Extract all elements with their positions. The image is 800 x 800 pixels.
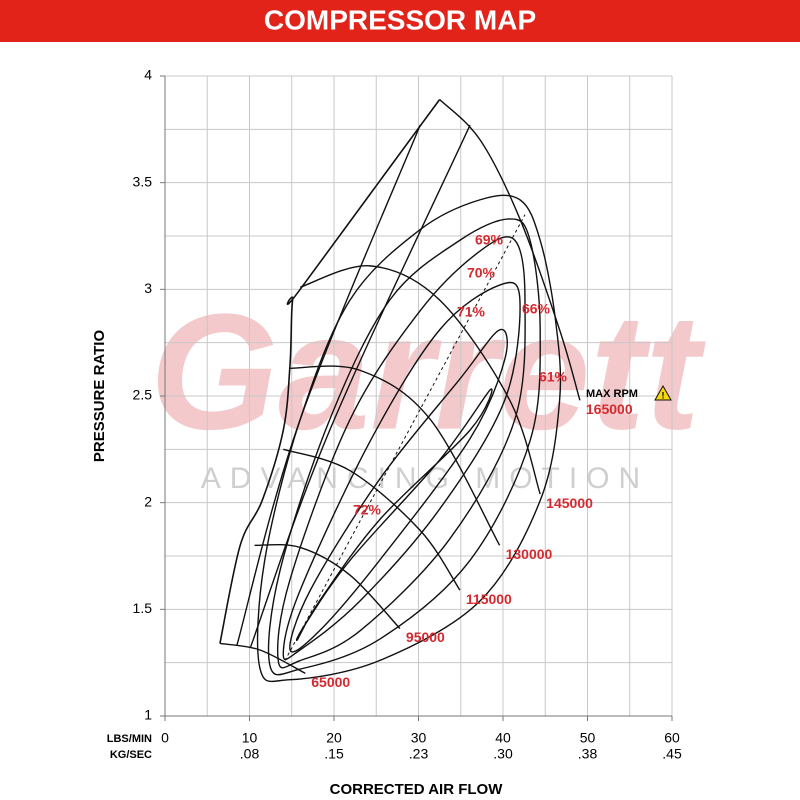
efficiency-line — [236, 124, 421, 646]
y-tick-label: 2 — [144, 493, 152, 509]
x2-tick-label: .15 — [324, 746, 344, 762]
speed-line-label: 115000 — [466, 591, 512, 607]
x-tick-label: 20 — [326, 730, 342, 746]
x-axis-title: CORRECTED AIR FLOW — [330, 781, 504, 798]
y-tick-label: 3.5 — [133, 173, 153, 189]
chart-title: COMPRESSOR MAP — [264, 4, 536, 35]
x-tick-label: 50 — [580, 730, 596, 746]
efficiency-label: 70% — [467, 265, 496, 281]
watermark-tagline: ADVANCING MOTION — [201, 462, 649, 495]
x2-tick-label: .30 — [493, 746, 513, 762]
speed-line-label: 130000 — [506, 546, 553, 562]
x-tick-label: 60 — [664, 730, 680, 746]
speed-line — [219, 642, 306, 674]
max-rpm-label: MAX RPM — [586, 388, 638, 400]
x2-tick-label: .38 — [578, 746, 598, 762]
efficiency-line — [249, 124, 471, 648]
warning-mark: ! — [662, 390, 665, 400]
y-tick-label: 1 — [144, 707, 152, 723]
x-tick-label: 40 — [495, 730, 511, 746]
efficiency-island — [282, 281, 521, 661]
efficiency-island — [295, 388, 493, 642]
warning-icon — [654, 384, 672, 401]
efficiency-label: 72% — [353, 502, 382, 518]
efficiency-label: 69% — [475, 232, 504, 248]
watermark-logo: Garrett — [150, 280, 706, 464]
speed-line-label: 165000 — [586, 401, 633, 417]
efficiency-label: 66% — [522, 301, 551, 317]
y-tick-label: 4 — [144, 67, 152, 83]
title-bar — [0, 0, 800, 42]
efficiency-label: 61% — [539, 369, 568, 385]
speed-line — [439, 98, 581, 401]
y-tick-label: 3 — [144, 280, 152, 296]
speed-line — [283, 448, 461, 591]
efficiency-island — [267, 218, 541, 676]
y-tick-label: 2.5 — [133, 387, 153, 403]
x2-tick-label: .23 — [409, 746, 429, 762]
x-tick-label: 10 — [242, 730, 258, 746]
x-tick-label: 30 — [411, 730, 427, 746]
x2-tick-label: .08 — [240, 746, 260, 762]
speed-line-label: 145000 — [546, 495, 593, 511]
efficiency-island — [276, 236, 526, 669]
speed-line-label: 65000 — [311, 674, 350, 690]
x2-units-label: KG/SEC — [110, 749, 152, 761]
speed-line — [254, 543, 401, 630]
speed-line — [290, 365, 501, 546]
peak-efficiency-line — [284, 214, 526, 661]
y-tick-label: 1.5 — [133, 600, 153, 616]
speed-line-label: 95000 — [406, 629, 445, 645]
efficiency-label: 71% — [457, 304, 486, 320]
speed-line — [299, 265, 541, 495]
x2-tick-label: .45 — [662, 746, 682, 762]
x-tick-label: 0 — [161, 730, 169, 746]
surge-line — [219, 98, 441, 644]
plot-area: 65000 95000 115000 130000 145000 165000 72% 71%… — [219, 98, 633, 690]
x-units-label: LBS/MIN — [107, 733, 152, 745]
y-axis-title: PRESSURE RATIO — [91, 330, 108, 463]
efficiency-island — [289, 328, 508, 653]
